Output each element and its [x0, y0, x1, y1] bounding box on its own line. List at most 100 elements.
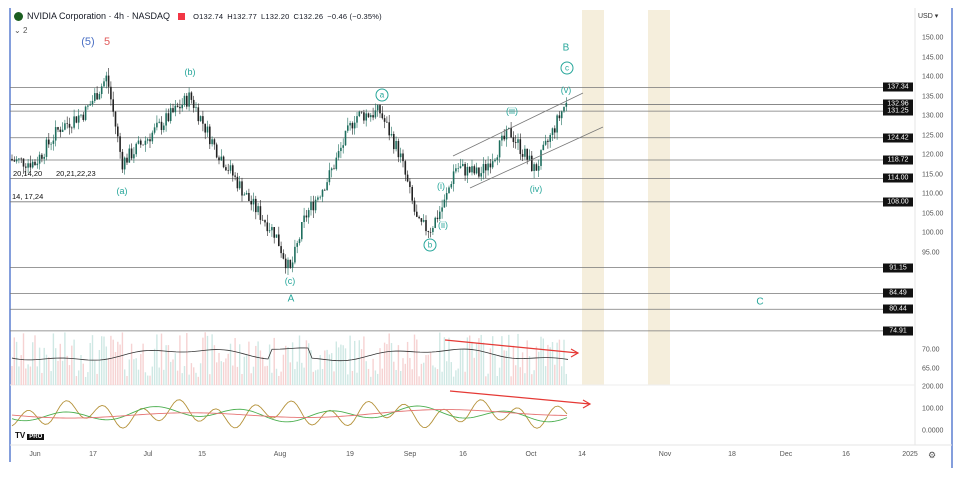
candle-body: [156, 122, 158, 128]
volume-bar: [89, 342, 91, 385]
tradingview-logo[interactable]: TV PRO: [15, 431, 45, 440]
volume-bar: [390, 343, 393, 385]
date-axis-label: 16: [459, 451, 467, 458]
volume-bar: [36, 366, 38, 385]
ohlc-high: H132.77: [227, 11, 258, 21]
candle-body: [105, 75, 108, 82]
candle-body: [38, 154, 41, 164]
volume-bar: [121, 332, 124, 385]
volume-bar: [172, 359, 174, 385]
candle-body: [475, 167, 478, 174]
volume-bar: [43, 347, 45, 385]
candle-body: [41, 154, 43, 159]
oscillator-axis-label: 100.00: [922, 405, 944, 413]
candle-body: [71, 127, 73, 129]
date-axis-label: Jul: [143, 451, 153, 458]
volume-bar: [273, 337, 275, 385]
candle-body: [491, 161, 494, 168]
candle-body: [517, 139, 519, 143]
volume-bar: [27, 364, 29, 385]
volume-bar: [480, 334, 482, 385]
candle-body: [20, 158, 22, 160]
candle-body: [533, 164, 535, 171]
volume-bar: [492, 336, 494, 385]
currency-select[interactable]: USD ▾: [918, 13, 939, 20]
volume-bar: [87, 372, 89, 385]
price-axis-label: 140.00: [922, 73, 944, 81]
candle-body: [160, 121, 163, 130]
price-level-tag: 118.72: [883, 155, 913, 165]
candle-body: [503, 135, 505, 140]
candle-body: [121, 151, 124, 170]
symbol-header[interactable]: NVIDIA Corporation · 4h · NASDAQ O132.74…: [14, 11, 382, 21]
candle-body: [457, 168, 459, 169]
volume-bar: [275, 368, 278, 385]
volume-bar: [365, 361, 367, 385]
volume-bar: [278, 375, 280, 385]
volume-bar: [153, 348, 156, 385]
volume-bar: [202, 337, 204, 385]
candle-body: [234, 175, 236, 177]
volume-bar: [512, 345, 515, 385]
volume-ma-line: [11, 347, 569, 362]
volume-bar: [71, 345, 73, 385]
candle-body: [135, 143, 137, 155]
ohlc-low: L132.20: [261, 11, 290, 21]
volume-bar: [342, 345, 344, 385]
candle-body: [190, 92, 193, 100]
price-level-tag: 132.96: [883, 99, 913, 109]
volume-bar: [556, 342, 558, 385]
settings-gear-icon[interactable]: ⚙: [928, 450, 937, 460]
volume-bar: [234, 338, 236, 385]
candle-body: [521, 154, 524, 157]
volume-bar: [519, 367, 521, 385]
candle-body: [531, 155, 533, 171]
candle-body: [137, 140, 140, 144]
candle-body: [528, 155, 531, 160]
candle-body: [372, 115, 374, 118]
wave-label-iv: (iv): [529, 184, 543, 194]
volume-bar: [289, 362, 291, 385]
volume-bar: [73, 339, 75, 385]
volume-bar: [174, 353, 176, 385]
candle-body: [498, 140, 501, 158]
candle-body: [133, 154, 135, 159]
candle-body: [236, 176, 239, 189]
volume-bar: [229, 343, 232, 385]
candle-body: [485, 164, 487, 171]
volume-bar: [471, 341, 473, 385]
candle-body: [441, 207, 443, 212]
candle-body: [257, 206, 259, 213]
indicator-toggle[interactable]: ⌄ 2: [14, 26, 28, 35]
candle-body: [96, 93, 98, 100]
candle-body: [174, 105, 177, 113]
candle-body: [222, 156, 225, 168]
candle-body: [112, 99, 114, 112]
candle-body: [64, 123, 66, 130]
candle-body: [29, 163, 32, 168]
candle-body: [45, 139, 48, 157]
candle-body: [402, 153, 404, 162]
flag-icon[interactable]: [178, 12, 186, 20]
volume-bar: [298, 335, 301, 385]
wave-label-B: B: [562, 42, 570, 54]
candle-body: [176, 105, 179, 107]
volume-bar: [18, 366, 20, 385]
trend-channel-upper: [452, 92, 584, 157]
volume-bar: [193, 367, 195, 385]
candle-body: [123, 157, 126, 170]
candle-body: [36, 163, 39, 166]
volume-bar: [469, 335, 471, 385]
oscillator-average-line: [11, 409, 568, 419]
wave-label-5: 5: [103, 36, 111, 48]
volume-bar: [101, 336, 103, 385]
volume-bar: [531, 374, 533, 385]
divergence-arrow: [449, 390, 591, 405]
volume-bar: [416, 339, 418, 385]
volume-bar: [356, 372, 358, 385]
oscillator-axis-label: 200.00: [922, 383, 944, 391]
candle-body: [245, 192, 248, 195]
volume-bar: [29, 366, 32, 385]
candle-body: [255, 198, 257, 213]
